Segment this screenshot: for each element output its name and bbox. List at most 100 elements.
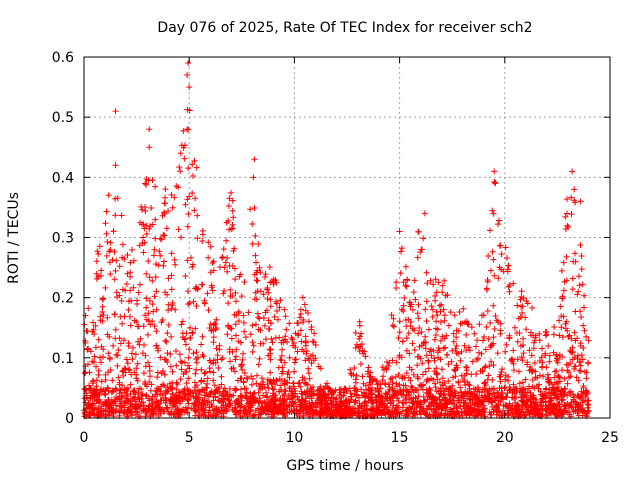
data-point <box>256 355 263 362</box>
data-point <box>163 338 170 345</box>
data-point <box>99 303 106 310</box>
data-point <box>95 371 102 378</box>
data-point <box>109 377 116 384</box>
data-point <box>439 289 446 296</box>
data-point <box>184 223 191 230</box>
data-point <box>244 375 251 382</box>
data-point <box>192 195 199 202</box>
data-point <box>553 395 560 401</box>
data-point <box>85 345 92 352</box>
data-point <box>284 371 291 378</box>
data-point <box>430 412 437 419</box>
data-point <box>177 150 184 157</box>
data-point <box>451 401 458 408</box>
data-point <box>271 313 278 320</box>
data-point <box>398 245 405 252</box>
data-point <box>426 326 433 333</box>
data-point <box>143 392 150 399</box>
data-point <box>157 252 164 259</box>
data-point <box>249 221 256 228</box>
data-point <box>498 394 505 401</box>
data-point <box>518 288 525 295</box>
data-point <box>127 273 134 280</box>
data-point <box>347 396 354 403</box>
data-point <box>253 259 260 266</box>
data-point <box>241 328 248 335</box>
data-point <box>117 386 124 393</box>
data-point <box>546 358 553 365</box>
data-point <box>103 252 110 259</box>
data-point <box>265 289 272 296</box>
data-point <box>303 403 310 410</box>
data-point <box>452 345 459 352</box>
data-point <box>359 350 366 357</box>
data-point <box>205 254 212 261</box>
data-point <box>555 373 562 380</box>
data-point <box>479 337 486 344</box>
data-point <box>247 206 254 213</box>
data-point <box>481 392 488 399</box>
data-point <box>201 297 208 304</box>
data-point <box>115 374 122 381</box>
data-point <box>529 304 536 311</box>
data-point <box>509 402 516 409</box>
data-point <box>144 359 151 366</box>
data-point <box>95 406 102 413</box>
data-point <box>243 395 250 402</box>
data-point <box>572 199 579 206</box>
data-point <box>228 325 235 332</box>
data-point <box>158 319 165 326</box>
data-point <box>351 405 358 412</box>
data-point <box>113 351 120 358</box>
data-point <box>448 408 455 415</box>
data-point <box>229 225 236 232</box>
data-point <box>513 393 520 400</box>
data-point <box>453 404 460 411</box>
data-point <box>152 274 159 281</box>
data-point <box>497 371 504 378</box>
data-point <box>260 392 267 399</box>
data-point <box>409 386 416 393</box>
data-point <box>485 372 492 379</box>
data-point <box>420 235 427 242</box>
data-point <box>111 398 118 405</box>
data-point <box>232 276 239 283</box>
data-point <box>519 379 526 386</box>
data-point <box>146 144 153 151</box>
data-point <box>177 376 184 383</box>
data-point <box>520 399 527 406</box>
data-point <box>167 396 174 403</box>
data-point <box>403 335 410 342</box>
data-point <box>302 307 309 314</box>
data-point <box>140 249 147 256</box>
data-point <box>116 292 123 299</box>
data-point <box>240 319 247 326</box>
data-point <box>393 284 400 291</box>
x-tick-label: 25 <box>601 430 619 446</box>
data-point <box>411 277 418 284</box>
data-point <box>243 403 250 410</box>
data-point <box>86 412 93 419</box>
data-point <box>457 403 464 410</box>
data-point <box>153 342 160 349</box>
data-point <box>160 258 167 265</box>
data-point <box>428 406 435 413</box>
data-point <box>542 332 549 339</box>
data-point <box>404 277 411 284</box>
data-point <box>96 354 103 361</box>
data-point <box>150 308 157 315</box>
data-point <box>171 256 178 263</box>
data-point <box>337 397 344 404</box>
data-point <box>450 338 457 345</box>
data-point <box>173 379 180 386</box>
data-point <box>125 306 132 313</box>
data-point <box>560 396 567 403</box>
data-point <box>155 262 162 269</box>
data-point <box>510 280 517 287</box>
data-point <box>267 303 274 310</box>
data-point <box>403 407 410 414</box>
data-point <box>559 334 566 341</box>
data-point <box>177 358 184 365</box>
data-point <box>232 321 239 328</box>
